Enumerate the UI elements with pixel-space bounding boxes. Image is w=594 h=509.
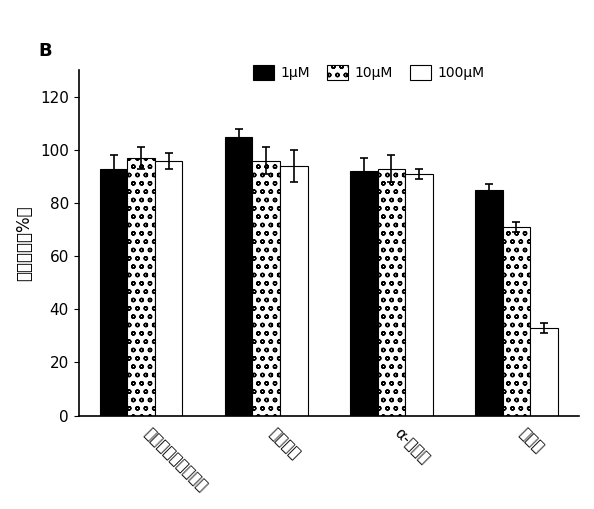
Text: B: B — [39, 42, 52, 60]
Bar — [127, 158, 155, 416]
Y-axis label: 残余活性（%）: 残余活性（%） — [15, 205, 33, 281]
Bar — [280, 166, 308, 416]
Bar — [475, 190, 503, 416]
Bar — [405, 174, 432, 416]
Bar — [378, 168, 405, 416]
Legend: 1μM, 10μM, 100μM: 1μM, 10μM, 100μM — [247, 60, 490, 86]
Bar — [155, 160, 182, 416]
Bar — [503, 227, 530, 416]
Bar — [100, 168, 127, 416]
Bar — [252, 160, 280, 416]
Bar — [530, 328, 558, 416]
Bar — [350, 171, 378, 416]
Bar — [225, 136, 252, 416]
